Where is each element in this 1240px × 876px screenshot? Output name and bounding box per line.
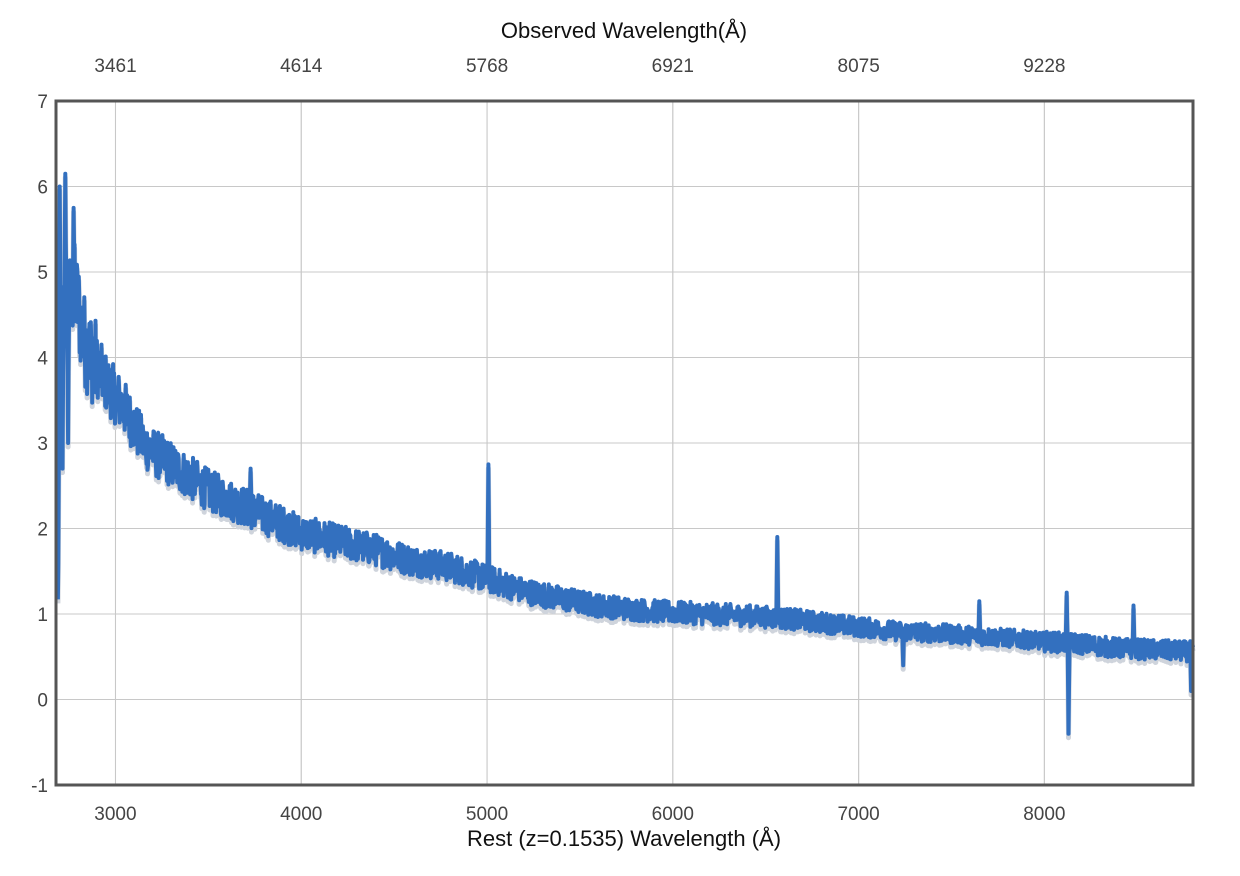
- y-tick-label-7: 7: [37, 92, 48, 113]
- y-axis-ticks: -1 0 1 2 3 4 5 6 7: [31, 92, 48, 797]
- x-tick-label-4000: 4000: [280, 804, 322, 825]
- top-axis-title: Observed Wavelength(Å): [501, 18, 747, 43]
- x-tick-label-7000: 7000: [837, 804, 879, 825]
- y-tick-label--1: -1: [31, 776, 48, 797]
- plot-frame: [54, 99, 1195, 787]
- x-tick-label-8000: 8000: [1023, 804, 1065, 825]
- y-tick-label-4: 4: [37, 349, 48, 370]
- grid-lines: [56, 100, 1193, 786]
- y-tick-label-5: 5: [37, 263, 48, 284]
- x2-tick-label-4614: 4614: [280, 56, 323, 77]
- x2-tick-label-9228: 9228: [1023, 56, 1065, 77]
- y-tick-label-2: 2: [37, 520, 48, 541]
- y-tick-label-1: 1: [37, 605, 48, 626]
- series-layer: [55, 171, 1196, 741]
- x2-tick-label-6921: 6921: [652, 56, 694, 77]
- x-tick-label-3000: 3000: [94, 804, 136, 825]
- y-tick-label-6: 6: [37, 178, 48, 199]
- bottom-axis-title: Rest (z=0.1535) Wavelength (Å): [467, 826, 781, 851]
- x2-tick-label-3461: 3461: [94, 56, 136, 77]
- x2-tick-label-8075: 8075: [838, 56, 880, 77]
- bottom-axis-ticks: 3000 4000 5000 6000 7000 8000: [94, 804, 1065, 825]
- y-tick-label-0: 0: [37, 691, 48, 712]
- x2-tick-label-5768: 5768: [466, 56, 508, 77]
- spectrum-line: [55, 171, 1195, 736]
- x-tick-label-6000: 6000: [652, 804, 694, 825]
- top-axis-ticks: 3461 4614 5768 6921 8075 9228: [94, 56, 1065, 77]
- x-tick-label-5000: 5000: [466, 804, 508, 825]
- spectrum-shadow: [55, 175, 1196, 741]
- y-tick-label-3: 3: [37, 434, 48, 455]
